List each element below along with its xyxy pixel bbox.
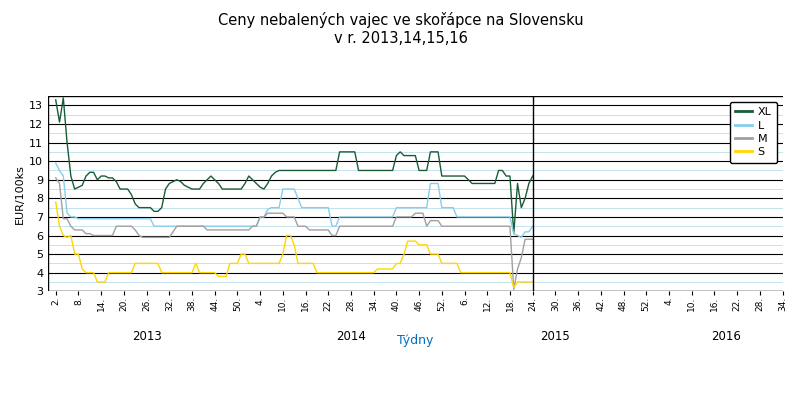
Text: 2016: 2016: [711, 330, 741, 343]
Text: 2013: 2013: [132, 330, 161, 343]
Text: Ceny nebalených vajec ve skořápce na Slovensku
v r. 2013,14,15,16: Ceny nebalených vajec ve skořápce na Slo…: [218, 12, 584, 46]
Text: 2014: 2014: [336, 330, 366, 343]
Legend: XL, L, M, S: XL, L, M, S: [730, 102, 777, 163]
Text: Týdny: Týdny: [397, 334, 434, 347]
Y-axis label: EUR/100ks: EUR/100ks: [15, 164, 25, 224]
Text: 2015: 2015: [541, 330, 570, 343]
